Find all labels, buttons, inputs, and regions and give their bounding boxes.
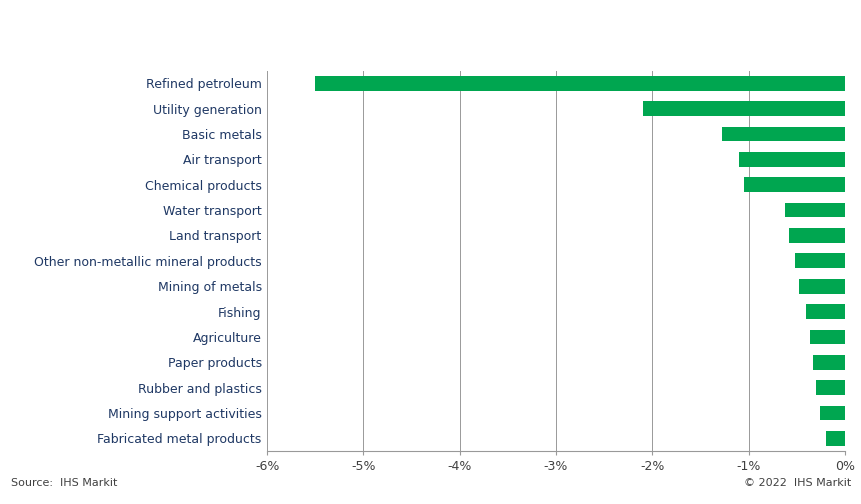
Bar — [738, 152, 844, 167]
Bar — [794, 254, 844, 268]
Bar — [819, 406, 844, 420]
Bar — [743, 177, 844, 192]
Bar — [805, 304, 844, 319]
Bar — [788, 228, 844, 243]
Bar — [815, 381, 844, 395]
Text: Impact of a 15% shock to gas supply - EU27: Impact of a 15% shock to gas supply - EU… — [11, 13, 372, 28]
Bar — [797, 279, 844, 293]
Text: Share of total output: Share of total output — [11, 43, 185, 58]
Bar — [825, 431, 844, 446]
Bar — [642, 101, 844, 116]
Text: Source:  IHS Markit: Source: IHS Markit — [11, 478, 117, 488]
Bar — [812, 355, 844, 369]
Bar — [809, 330, 844, 344]
Bar — [315, 76, 844, 91]
Bar — [784, 203, 844, 217]
Bar — [721, 127, 844, 141]
Text: © 2022  IHS Markit: © 2022 IHS Markit — [743, 478, 850, 488]
